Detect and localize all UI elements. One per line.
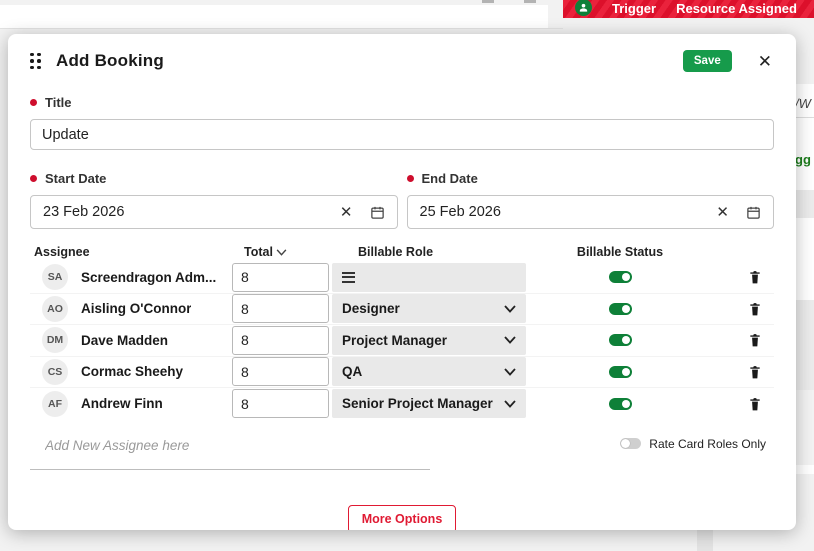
start-date-input[interactable]: 23 Feb 2026 ✕: [30, 195, 398, 229]
billable-status-toggle[interactable]: [608, 302, 632, 315]
background-toolbar: [0, 5, 548, 28]
delete-row-icon[interactable]: [748, 269, 762, 285]
total-hours-input[interactable]: [232, 389, 329, 419]
clear-end-date-icon[interactable]: ✕: [716, 203, 729, 221]
table-row: AF Andrew Finn Senior Project Manager: [30, 388, 774, 420]
billable-status-toggle[interactable]: [608, 365, 632, 378]
start-date-label-text: Start Date: [45, 171, 107, 186]
billable-role-value: Project Manager: [342, 332, 448, 348]
background-icon-fragment: [524, 0, 536, 3]
clear-start-date-icon[interactable]: ✕: [339, 203, 353, 221]
avatar: CS: [42, 358, 68, 385]
save-button[interactable]: Save: [682, 50, 732, 72]
add-assignee-input[interactable]: [30, 432, 430, 470]
assignee-name: Screendragon Adm...: [81, 269, 217, 285]
total-hours-input[interactable]: [232, 294, 329, 324]
assignee-name: Aisling O'Connor: [81, 301, 192, 317]
table-row: SA Screendragon Adm...: [30, 262, 774, 294]
delete-row-icon[interactable]: [748, 364, 762, 380]
total-hours-input[interactable]: [232, 262, 329, 292]
avatar: AO: [42, 295, 68, 322]
required-dot-icon: [30, 175, 37, 182]
dialog-header: Add Booking Save ✕: [8, 34, 796, 78]
calendar-icon[interactable]: [370, 205, 385, 220]
background-peek-text: /W: [795, 96, 811, 111]
background-fragment: [793, 190, 814, 218]
chevron-down-icon: [504, 368, 516, 376]
delete-row-icon[interactable]: [748, 301, 762, 317]
background-fragment: [793, 390, 814, 465]
billable-role-select[interactable]: Project Manager: [332, 325, 526, 355]
title-label-text: Title: [45, 95, 72, 110]
more-options-button[interactable]: More Options: [347, 504, 457, 530]
table-header-row: Assignee Total Billable Role Billable St…: [30, 242, 774, 262]
chevron-down-icon: [504, 400, 516, 408]
billable-role-select[interactable]: QA: [332, 357, 526, 387]
drag-handle-icon[interactable]: [30, 52, 41, 70]
billable-role-select[interactable]: Designer: [332, 294, 526, 324]
banner-trigger-label: Trigger: [612, 0, 657, 16]
total-column-header[interactable]: Total: [232, 245, 332, 259]
avatar: DM: [42, 327, 68, 354]
sort-chevron-down-icon: [276, 248, 287, 256]
billable-role-select[interactable]: [332, 262, 526, 292]
assignee-name: Cormac Sheehy: [81, 364, 184, 380]
start-date-value: 23 Feb 2026: [43, 204, 125, 220]
assignee-name: Andrew Finn: [81, 396, 163, 412]
assignee-column-header: Assignee: [34, 245, 90, 259]
background-divider: [0, 28, 563, 29]
resource-assigned-banner: Trigger Resource Assigned: [563, 0, 814, 18]
banner-event-label: Resource Assigned: [676, 0, 797, 16]
assignee-table: Assignee Total Billable Role Billable St…: [30, 242, 774, 420]
dialog-title: Add Booking: [56, 51, 164, 70]
chevron-down-icon: [504, 336, 516, 345]
billable-role-select[interactable]: Senior Project Manager: [332, 389, 526, 419]
required-dot-icon: [406, 175, 414, 182]
billable-status-toggle[interactable]: [608, 334, 632, 347]
end-date-label-text: End Date: [421, 171, 478, 186]
menu-icon: [342, 271, 355, 283]
end-date-label: End Date: [406, 171, 775, 186]
background-divider: [793, 117, 814, 118]
background-icon-fragment: [482, 0, 494, 3]
total-header-text: Total: [244, 245, 273, 259]
billable-role-value: Designer: [342, 301, 400, 317]
calendar-icon[interactable]: [746, 205, 761, 220]
background-scrollbar-fragment: [697, 530, 713, 551]
chevron-down-icon: [504, 305, 516, 313]
billable-status-toggle[interactable]: [608, 397, 632, 410]
avatar: SA: [42, 264, 68, 291]
delete-row-icon[interactable]: [748, 332, 762, 348]
background-fragment: [793, 300, 814, 390]
required-dot-icon: [30, 99, 37, 106]
table-row: DM Dave Madden Project Manager: [30, 325, 774, 357]
billable-role-value: Senior Project Manager: [342, 396, 493, 412]
table-row: AO Aisling O'Connor Designer: [30, 294, 774, 325]
end-date-input[interactable]: 25 Feb 2026 ✕: [406, 195, 774, 229]
total-hours-input[interactable]: [232, 325, 329, 355]
end-date-value: 25 Feb 2026: [419, 204, 501, 220]
person-icon: [575, 0, 592, 16]
rate-card-roles-toggle[interactable]: [620, 438, 642, 449]
start-date-label: Start Date: [30, 171, 398, 186]
total-hours-input[interactable]: [232, 357, 329, 387]
close-icon[interactable]: ✕: [757, 51, 772, 71]
assignee-name: Dave Madden: [81, 332, 169, 348]
title-input[interactable]: [30, 119, 774, 150]
delete-row-icon[interactable]: [748, 396, 762, 412]
avatar: AF: [42, 390, 68, 417]
background-peek-link: gg: [795, 152, 811, 167]
billable-status-toggle[interactable]: [608, 271, 632, 284]
billable-role-column-header: Billable Role: [358, 245, 434, 259]
add-booking-dialog: Add Booking Save ✕ Title Start Date 23 F…: [8, 34, 796, 530]
table-row: CS Cormac Sheehy QA: [30, 357, 774, 388]
billable-role-value: QA: [342, 364, 363, 380]
billable-status-column-header: Billable Status: [576, 245, 664, 259]
rate-card-roles-label: Rate Card Roles Only: [649, 436, 766, 451]
title-field-label: Title: [30, 95, 774, 110]
